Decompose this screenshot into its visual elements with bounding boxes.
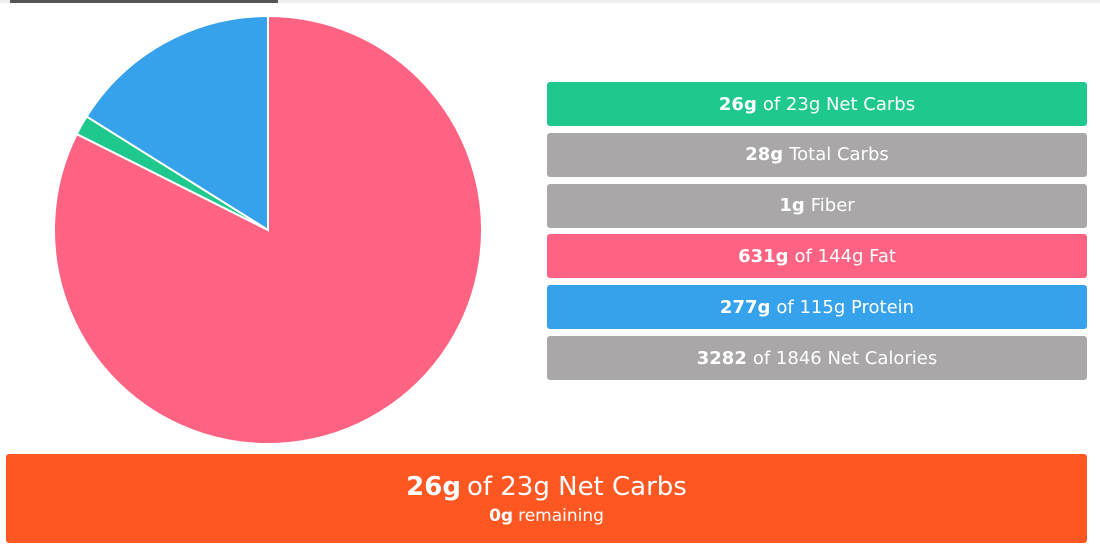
row-bold: 631g [738, 245, 789, 267]
row-text: of 144g Fat [794, 245, 896, 267]
macro-row: 277g of 115g Protein [547, 285, 1087, 330]
banner-bold: 26g [406, 471, 461, 502]
row-text: of 23g Net Carbs [762, 93, 916, 115]
banner-main: 26g of 23g Net Carbs [406, 472, 687, 502]
row-bold: 3282 [696, 347, 747, 369]
row-bold: 1g [779, 195, 805, 217]
banner-sub: 0g remaining [489, 506, 604, 526]
banner-text: of 23g Net Carbs [466, 471, 687, 502]
macro-row: 26g of 23g Net Carbs [547, 82, 1087, 126]
banner-sub-text: remaining [518, 505, 604, 526]
macro-row: 3282 of 1846 Net Calories [547, 336, 1087, 380]
banner-sub-bold: 0g [489, 505, 514, 526]
top-line [0, 0, 1100, 3]
pie-slice [85, 14, 269, 232]
row-text: of 1846 Net Calories [752, 347, 938, 369]
tab-indicator [10, 0, 278, 3]
row-bold: 28g [745, 144, 784, 166]
row-bold: 277g [719, 296, 771, 318]
row-text: Total Carbs [789, 144, 889, 166]
macro-row: 631g of 144g Fat [547, 234, 1087, 279]
macro-row: 1g Fiber [547, 183, 1087, 228]
row-text: Fiber [810, 195, 855, 217]
row-bold: 26g [718, 93, 757, 115]
pie-chart [53, 14, 483, 445]
row-text: of 115g Protein [776, 296, 915, 318]
macro-row: 28g Total Carbs [547, 132, 1087, 177]
banner: 26g of 23g Net Carbs 0g remaining [6, 454, 1087, 543]
